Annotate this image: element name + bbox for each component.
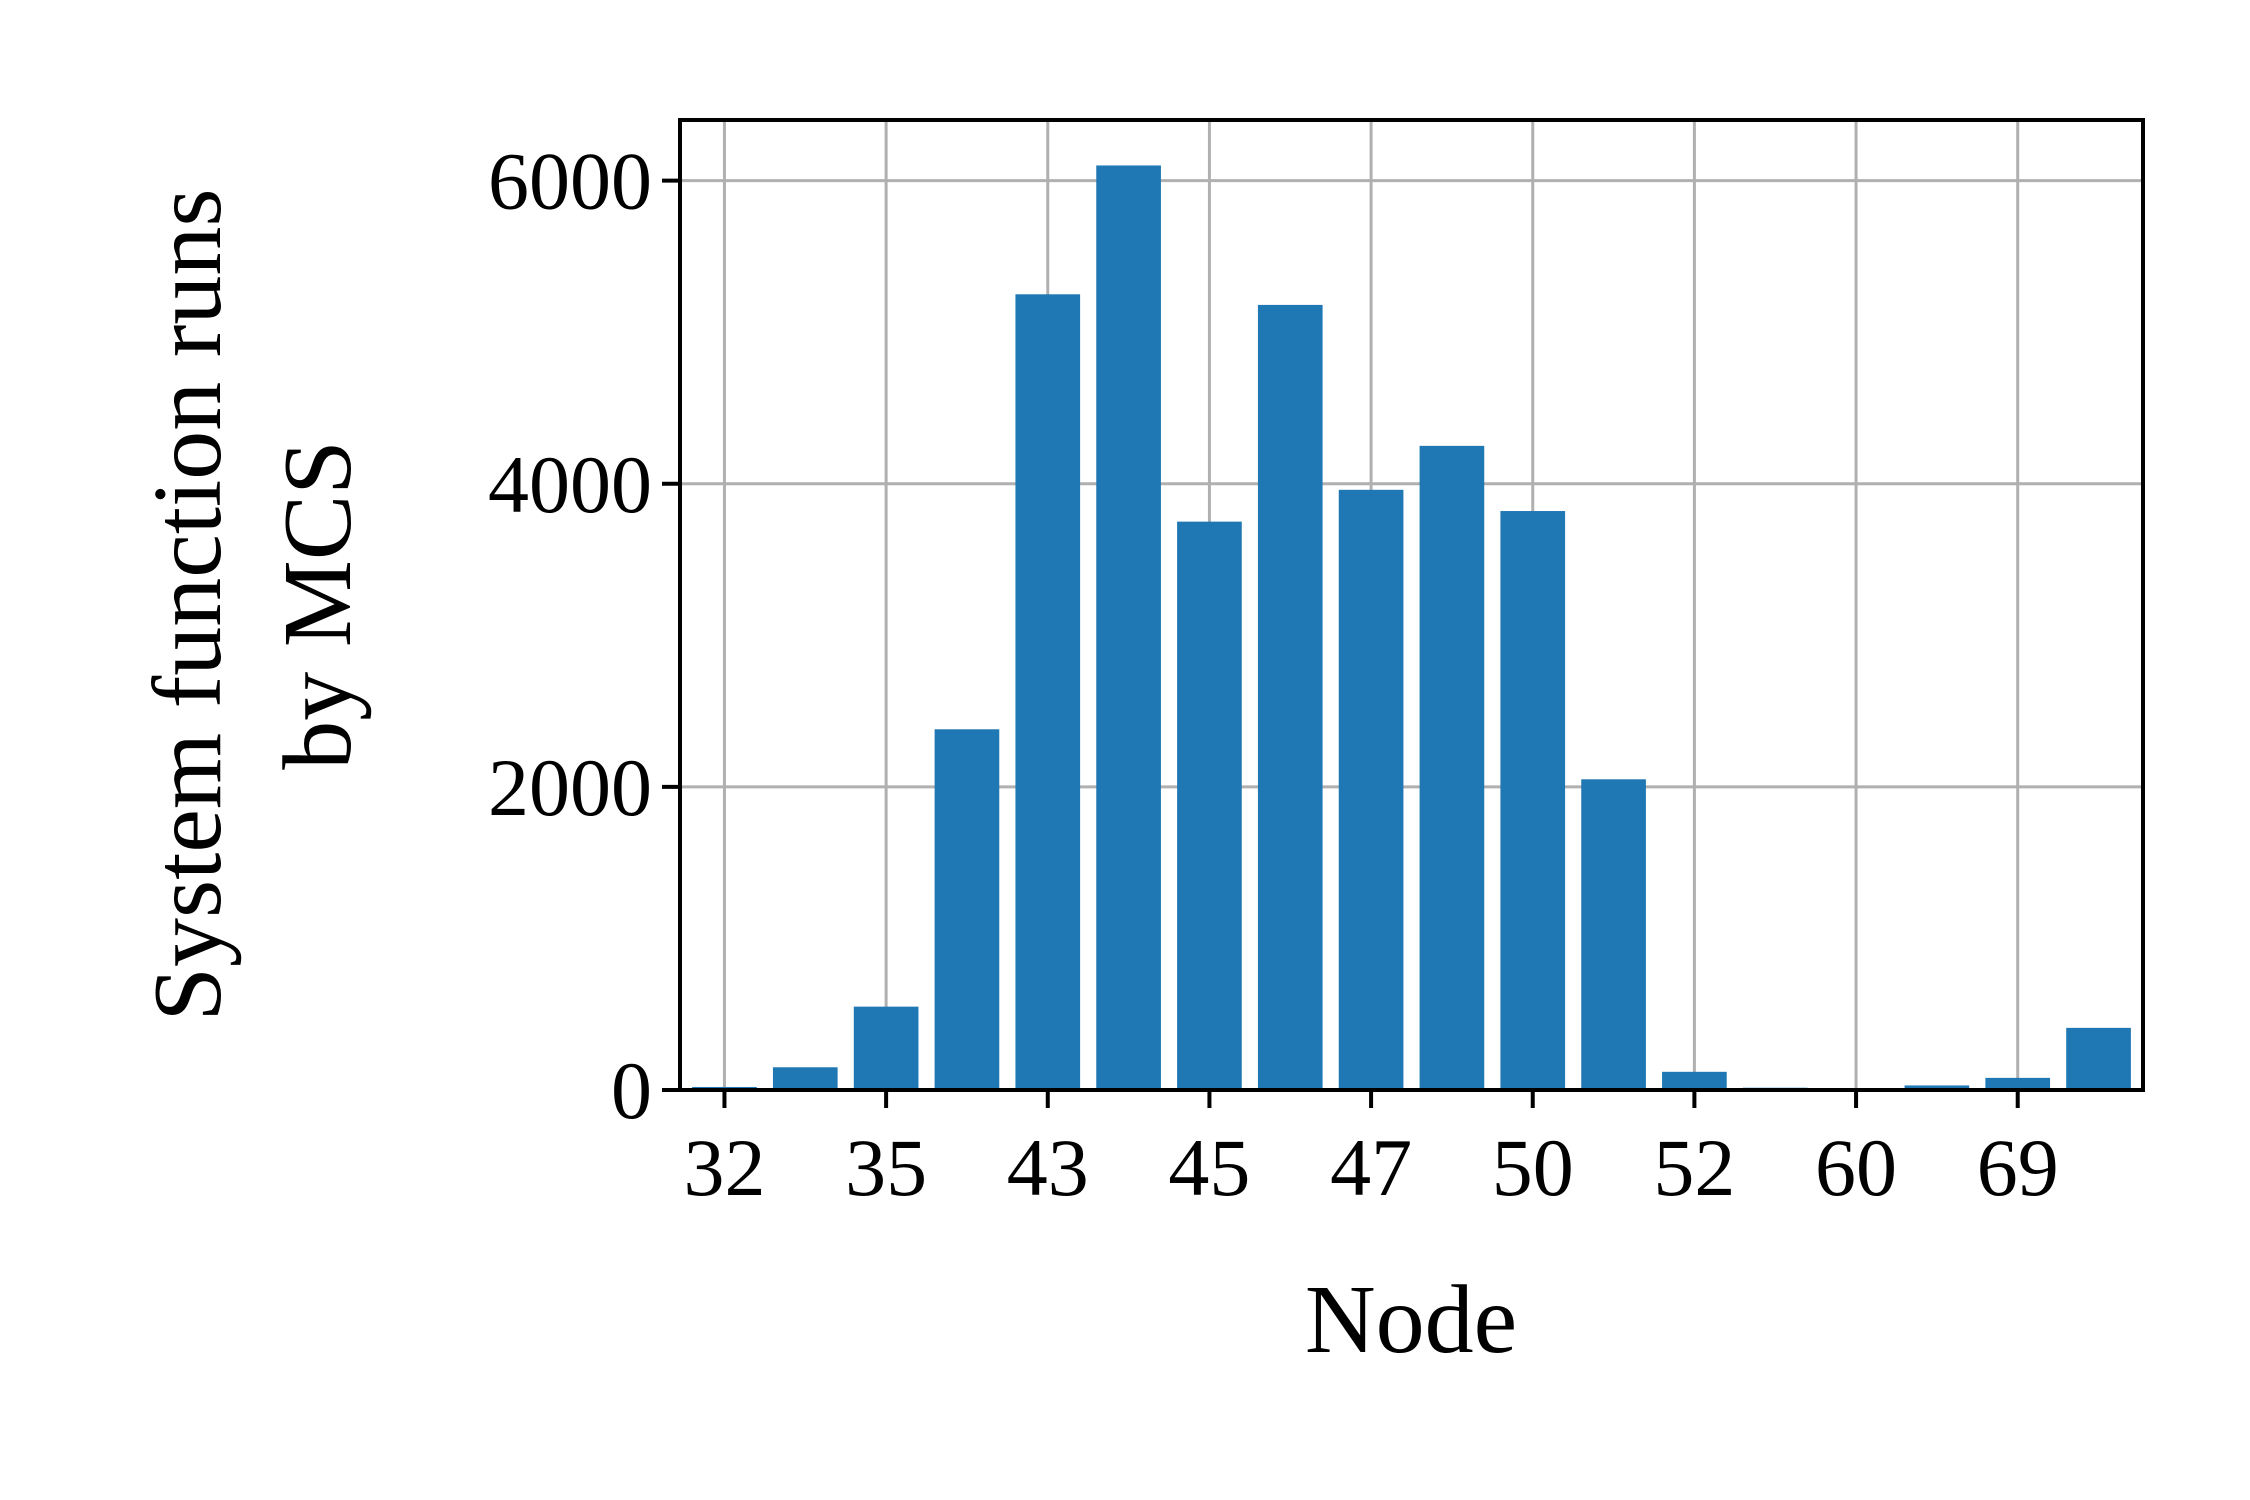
- bar: [934, 729, 1000, 1090]
- x-axis: 32 35 43 45 47 50 52 60 69: [683, 1090, 2059, 1213]
- plot-frame: [678, 118, 2145, 1092]
- x-tick-label: 69: [1977, 1122, 2059, 1213]
- y-axis-title-line-2: by MCS: [264, 440, 372, 770]
- bar: [1338, 489, 1404, 1090]
- bar: [772, 1067, 838, 1090]
- bar: [1581, 779, 1646, 1090]
- x-tick-label: 45: [1168, 1122, 1250, 1213]
- bar: [1985, 1077, 2051, 1090]
- x-axis-title: Node: [1305, 1266, 1517, 1374]
- x-tick-label: 52: [1653, 1122, 1735, 1213]
- y-tick-label: 4000: [488, 439, 652, 530]
- x-tick-label: 47: [1330, 1122, 1412, 1213]
- y-axis: 0 2000 4000 6000: [488, 136, 680, 1136]
- bar: [1015, 294, 1081, 1090]
- bar: [1662, 1071, 1727, 1090]
- x-tick-label: 60: [1815, 1122, 1897, 1213]
- bar: [1419, 445, 1485, 1090]
- x-tick-label: 43: [1007, 1122, 1089, 1213]
- x-tick-label: 35: [845, 1122, 927, 1213]
- bar: [1096, 165, 1161, 1090]
- y-tick-label: 0: [611, 1045, 652, 1136]
- grid: [680, 120, 2143, 1092]
- bar: [853, 1006, 919, 1090]
- bars: [692, 165, 2131, 1090]
- y-axis-title-line-1: System function runs: [134, 189, 242, 1022]
- y-tick-label: 6000: [488, 136, 652, 227]
- x-tick-label: 32: [683, 1122, 765, 1213]
- bar: [1257, 304, 1323, 1090]
- bar: [1500, 511, 1566, 1090]
- x-tick-label: 50: [1492, 1122, 1574, 1213]
- bar: [1904, 1085, 1970, 1090]
- y-tick-label: 2000: [488, 742, 652, 833]
- bar: [2066, 1027, 2131, 1090]
- bar: [1177, 521, 1242, 1090]
